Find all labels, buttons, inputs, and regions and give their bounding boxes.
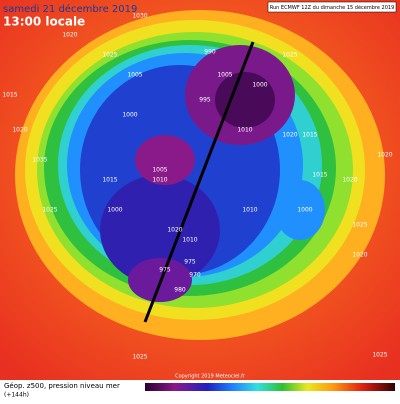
isobar-label: 1030 (132, 13, 147, 20)
isobar-label: 1025 (42, 207, 57, 214)
isobar-label: 1020 (62, 32, 77, 39)
isobar-label: 1025 (282, 52, 297, 59)
isobar-label: 1025 (352, 222, 367, 229)
isobar-label: 980 (174, 287, 186, 294)
isobar-label: 990 (204, 49, 216, 56)
isobar-label: 1025 (372, 352, 387, 359)
isobar-label: 1020 (352, 252, 367, 259)
isobar-label: 1015 (102, 177, 117, 184)
isobar-label: 1005 (152, 167, 167, 174)
isobar-label: 975 (184, 259, 196, 266)
isobar-label: 1000 (122, 112, 137, 119)
run-info: Run ECMWF 12Z du dimanche 15 décembre 20… (270, 4, 395, 11)
isobar-label: 1020 (12, 127, 27, 134)
isobar-label: 1015 (2, 92, 17, 99)
isobar-label: 1025 (102, 52, 117, 59)
isobar-label: 1020 (167, 227, 182, 234)
time: 13:00 locale (3, 15, 85, 29)
colorbar (145, 383, 395, 391)
isobar-label: 970 (189, 272, 201, 279)
isobar-label: 995 (199, 97, 211, 104)
isobar-label: 1005 (127, 72, 142, 79)
isobar-label: 1025 (132, 354, 147, 361)
lead-time: (+144h) (4, 392, 29, 399)
isobar-label: 1020 (282, 132, 297, 139)
isobar-label: 1010 (182, 237, 197, 244)
field (0, 0, 400, 380)
isobar-label: 1005 (217, 72, 232, 79)
isobar-label: 1015 (312, 172, 327, 179)
isobar-label: 1015 (302, 132, 317, 139)
isobar-label: 1000 (252, 82, 267, 89)
isobar-label: 1035 (32, 157, 47, 164)
isobar-label: 1010 (237, 127, 252, 134)
isobar-label: 1000 (107, 207, 122, 214)
date: samedi 21 décembre 2019 (3, 3, 137, 15)
isobar-label: 1000 (297, 207, 312, 214)
field-name: Géop. z500, pression niveau mer (4, 382, 120, 390)
isobar-label: 975 (159, 267, 171, 274)
isobar-label: 1010 (152, 177, 167, 184)
isobar-label: 1020 (377, 152, 392, 159)
isobar-label: 1020 (342, 177, 357, 184)
isobar-labels: 1030 1020 1025 1025 1015 1020 1005 1000 1005 995 9… (2, 13, 392, 361)
isobar-label: 1010 (242, 207, 257, 214)
copyright: Copyright 2019 Meteociel.fr (175, 374, 246, 380)
